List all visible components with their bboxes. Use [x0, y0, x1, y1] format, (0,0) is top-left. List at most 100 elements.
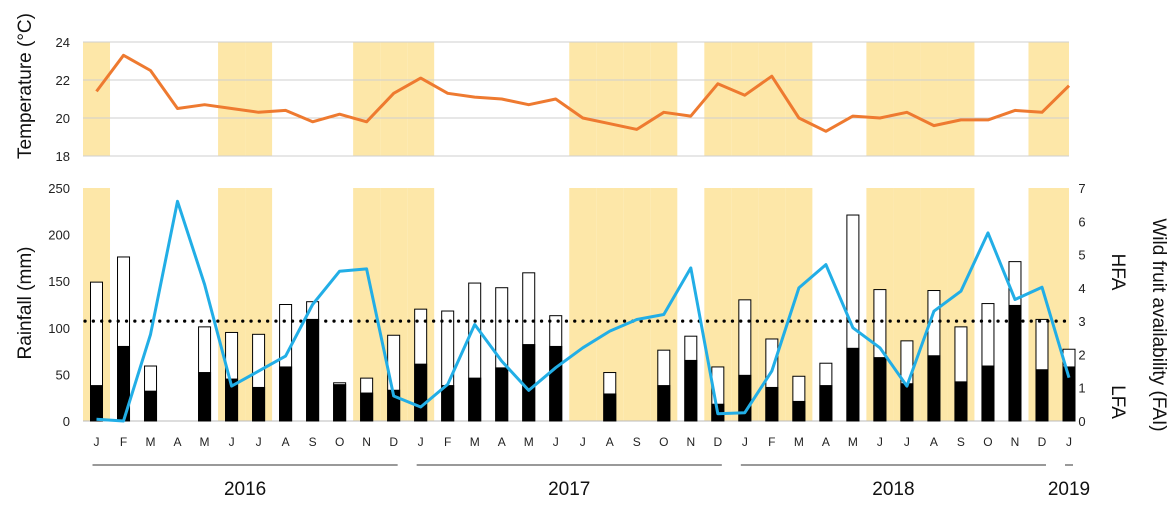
rainfall-black-bar	[792, 400, 806, 422]
rainfall-black-bar	[468, 377, 482, 422]
rainfall-black-bar	[360, 392, 374, 422]
shaded-month-band	[920, 42, 948, 156]
month-tick-label: M	[146, 435, 156, 449]
month-tick-label: M	[848, 435, 858, 449]
rainfall-tick-label: 100	[48, 321, 70, 336]
hfa-label: HFA	[1107, 254, 1128, 291]
shaded-month-band	[83, 42, 111, 156]
rainfall-black-bar	[873, 357, 887, 422]
month-tick-label: A	[822, 435, 830, 449]
month-tick-label: J	[580, 435, 586, 449]
shaded-month-band	[623, 42, 651, 156]
shaded-month-band	[731, 42, 759, 156]
year-label: 2018	[872, 479, 914, 500]
shaded-month-band	[1055, 42, 1069, 156]
rainfall-tick-label: 200	[48, 228, 70, 243]
rainfall-tick-label: 250	[48, 181, 70, 196]
rainfall-black-bar	[603, 393, 617, 422]
temperature-gridlines	[83, 41, 1069, 157]
year-labels: 2016 2017 2018 2019	[92, 464, 1090, 500]
lfa-label: LFA	[1107, 385, 1128, 419]
shaded-month-band	[785, 42, 813, 156]
shaded-month-band	[380, 42, 408, 156]
month-tick-label: A	[606, 435, 614, 449]
rainfall-black-bar	[495, 367, 509, 422]
rainfall-black-bar	[765, 386, 779, 422]
rainfall-black-bar	[522, 344, 536, 422]
month-tick-label: O	[335, 435, 344, 449]
rainfall-black-bar	[954, 381, 968, 422]
fai-tick-label: 1	[1078, 381, 1085, 396]
rainfall-black-bar	[144, 390, 158, 422]
month-tick-label: N	[1011, 435, 1020, 449]
month-tick-label: O	[983, 435, 992, 449]
rainfall-black-bar	[900, 383, 914, 422]
rainfall-y-ticks: 0 50 100 150 200 250	[48, 181, 70, 429]
month-tick-label: J	[742, 435, 748, 449]
rainfall-axis-title: Rainfall (mm)	[15, 247, 36, 360]
rainfall-black-bar	[90, 385, 104, 422]
temperature-panel: 18 20 22 24 Temperature (°C)	[15, 13, 1071, 164]
month-tick-label: A	[282, 435, 290, 449]
shaded-month-band	[596, 42, 624, 156]
month-tick-label: F	[444, 435, 451, 449]
month-tick-label: A	[930, 435, 938, 449]
shaded-month-band	[623, 188, 651, 421]
rainfall-black-bar	[333, 384, 347, 422]
fai-tick-label: 7	[1078, 181, 1085, 196]
rainfall-black-bar	[252, 386, 266, 422]
fai-tick-label: 0	[1078, 414, 1085, 429]
fai-axis-title: Wild fruit availability (FAI)	[1148, 218, 1169, 431]
temperature-shaded-months	[83, 42, 1069, 156]
month-tick-label: J	[904, 435, 910, 449]
month-tick-label: J	[94, 435, 100, 449]
fai-tick-label: 4	[1078, 281, 1085, 296]
month-tick-label: J	[1066, 435, 1072, 449]
fai-tick-label: 5	[1078, 248, 1085, 263]
month-tick-label: A	[174, 435, 182, 449]
rainfall-tick-label: 0	[63, 414, 70, 429]
shaded-month-band	[353, 42, 381, 156]
shaded-month-band	[1028, 42, 1056, 156]
temperature-y-ticks: 18 20 22 24	[56, 35, 70, 164]
shaded-month-band	[758, 42, 786, 156]
temperature-axis-title: Temperature (°C)	[15, 13, 36, 159]
shaded-month-band	[569, 42, 597, 156]
month-tick-label: N	[686, 435, 695, 449]
rainfall-black-bar	[414, 363, 428, 422]
shaded-month-band	[947, 42, 975, 156]
month-tick-label: D	[1038, 435, 1047, 449]
fai-tick-label: 2	[1078, 347, 1085, 362]
rainfall-black-bar	[441, 385, 455, 422]
rainfall-black-bar	[198, 372, 212, 422]
rainfall-black-bar	[279, 366, 293, 422]
month-tick-label: J	[256, 435, 262, 449]
shaded-month-band	[569, 188, 597, 421]
rainfall-black-bar	[1035, 369, 1049, 422]
rainfall-black-bar	[225, 378, 239, 422]
shaded-month-band	[245, 42, 273, 156]
month-tick-label: F	[120, 435, 127, 449]
month-tick-label: J	[418, 435, 424, 449]
shaded-month-band	[704, 42, 732, 156]
rainfall-black-bar	[981, 365, 995, 422]
rainfall-black-bar	[306, 318, 320, 422]
fai-line	[96, 199, 1071, 423]
rainfall-panel: 0 50 100 150 200 250 0 1 2 3 4 5 6 7 J F M A M J J A S O N D J F M…	[15, 181, 1169, 500]
year-label: 2017	[548, 479, 590, 500]
year-label: 2016	[224, 479, 266, 500]
rainfall-black-bar	[819, 385, 833, 422]
rainfall-black-bar	[657, 385, 671, 422]
shaded-month-band	[893, 42, 921, 156]
shaded-month-band	[866, 42, 894, 156]
rainfall-black-bar	[1008, 304, 1022, 422]
month-tick-label: M	[470, 435, 480, 449]
shaded-month-band	[218, 42, 246, 156]
month-tick-label: M	[794, 435, 804, 449]
rainfall-black-bar	[1062, 366, 1076, 422]
shaded-month-band	[650, 42, 678, 156]
year-label: 2019	[1048, 479, 1090, 500]
shaded-month-band	[407, 42, 435, 156]
fai-tick-label: 6	[1078, 214, 1085, 229]
month-tick-label: J	[229, 435, 235, 449]
